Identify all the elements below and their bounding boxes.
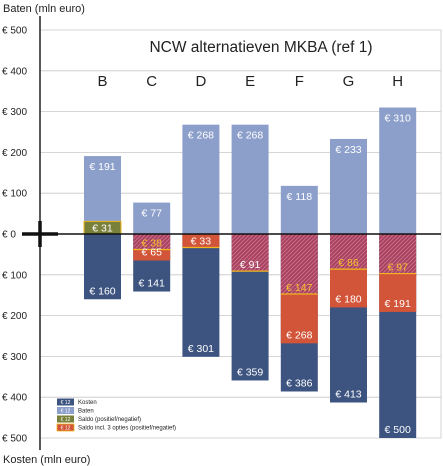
category-label: C	[146, 73, 157, 90]
legend-label: Kosten	[78, 400, 97, 406]
legend-swatch	[57, 398, 74, 406]
saldo-bar	[182, 234, 220, 248]
legend-swatch	[56, 423, 75, 432]
kosten-label: € 386	[286, 377, 312, 389]
y-tick-label: € 500	[2, 434, 27, 445]
saldo-opties-hatch	[379, 234, 417, 274]
saldo-opties-label: € 86	[338, 257, 359, 269]
saldo-opties-label: € 38	[141, 238, 162, 250]
legend-label: Saldo incl. 3 opties (positief/negatief)	[78, 426, 176, 432]
saldo-label: € 180	[335, 293, 361, 305]
y-tick-label: € 400	[2, 66, 27, 77]
baten-label: € 233	[335, 144, 361, 156]
saldo-opties-label: € 97	[387, 262, 408, 274]
saldo-opties-hatch	[133, 234, 171, 250]
y-tick-label: € 300	[2, 107, 27, 118]
baten-label: € 77	[141, 208, 162, 220]
saldo-label: € 91	[240, 259, 261, 271]
y-tick-label: € 100	[2, 270, 27, 281]
saldo-opties-label: € 147	[286, 282, 312, 294]
baten-label: € 310	[385, 113, 411, 125]
baten-label: € 268	[237, 130, 263, 142]
kosten-label: € 359	[237, 366, 263, 378]
saldo-bar	[379, 273, 417, 312]
category-label: E	[245, 73, 255, 90]
baten-bar	[133, 202, 171, 234]
y-tick-label: € 200	[2, 148, 27, 159]
baten-label: € 191	[89, 161, 115, 173]
category-label: B	[97, 73, 107, 90]
y-tick-label: € 500	[2, 26, 27, 37]
legend-swatch-text: € 12	[61, 426, 71, 432]
legend-swatch	[57, 407, 74, 414]
kosten-label: € 500	[385, 424, 411, 436]
legend-label: Baten	[78, 409, 94, 415]
category-label: D	[195, 73, 206, 90]
saldo-label: € 268	[286, 329, 312, 341]
kosten-bar	[84, 234, 121, 300]
baten-bar	[231, 124, 269, 234]
category-label: H	[392, 73, 403, 90]
saldo-bar	[330, 269, 367, 308]
baten-bar	[379, 107, 417, 234]
legend-label: Saldo (positief/negatief)	[78, 417, 141, 423]
baten-label: € 118	[287, 191, 313, 203]
legend-swatch-text: € 12	[61, 400, 71, 406]
saldo-label: € 191	[385, 298, 411, 310]
baten-label: € 268	[188, 130, 214, 142]
y-tick-label: € 300	[2, 352, 27, 363]
y-axis-title-top: Baten (mln euro)	[3, 3, 85, 15]
y-tick-label: € 400	[2, 393, 27, 404]
baten-bar	[330, 138, 367, 234]
baten-bar	[182, 124, 220, 234]
saldo-bar	[280, 293, 318, 344]
saldo-bar	[133, 249, 171, 261]
kosten-label: € 301	[188, 343, 214, 355]
category-label: F	[295, 73, 304, 90]
legend-swatch-text: € 12	[61, 417, 71, 423]
y-axis-title-bottom: Kosten (mln euro)	[3, 454, 90, 466]
legend-swatch	[57, 415, 74, 423]
y-tick-label: € 100	[2, 189, 27, 200]
kosten-bar	[182, 234, 220, 357]
saldo-bar	[231, 234, 269, 272]
saldo-opties-hatch	[280, 234, 318, 294]
legend-swatch-text: € 12	[61, 409, 71, 415]
kosten-label: € 160	[89, 285, 115, 297]
baten-bar	[280, 185, 318, 234]
saldo-opties-hatch	[330, 234, 367, 270]
category-label: G	[343, 73, 355, 90]
kosten-label: € 413	[335, 389, 361, 401]
kosten-label: € 141	[139, 278, 165, 290]
y-tick-label: € 200	[2, 311, 27, 322]
saldo-label: € 31	[92, 223, 113, 235]
y-tick-label: € 0	[2, 230, 16, 241]
saldo-label: € 33	[191, 236, 212, 248]
chart-title: NCW alternatieven MKBA (ref 1)	[149, 39, 372, 56]
saldo-label: € 65	[141, 247, 162, 259]
